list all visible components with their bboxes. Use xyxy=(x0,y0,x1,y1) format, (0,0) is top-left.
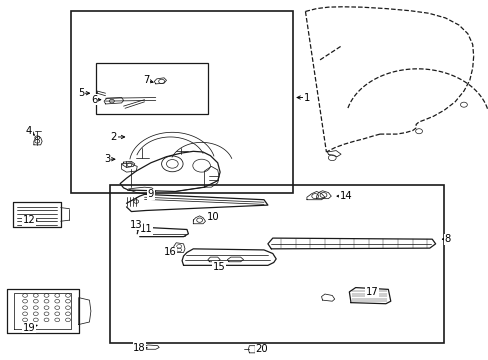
Text: 17: 17 xyxy=(365,287,378,297)
Text: 5: 5 xyxy=(78,88,84,98)
Text: 20: 20 xyxy=(255,344,267,354)
Text: 6: 6 xyxy=(91,95,98,105)
Text: 12: 12 xyxy=(22,215,35,225)
Bar xyxy=(71,12,293,193)
Text: 14: 14 xyxy=(339,191,351,201)
Text: 16: 16 xyxy=(163,247,176,257)
Text: 15: 15 xyxy=(212,262,225,272)
Text: 7: 7 xyxy=(142,75,149,85)
Bar xyxy=(110,185,444,343)
Text: 2: 2 xyxy=(110,132,117,142)
Text: 13: 13 xyxy=(130,220,142,230)
Bar xyxy=(96,63,207,114)
Text: 1: 1 xyxy=(303,93,309,103)
Text: 3: 3 xyxy=(103,154,110,164)
Text: 9: 9 xyxy=(147,189,154,199)
Text: 18: 18 xyxy=(133,343,146,353)
Text: 19: 19 xyxy=(22,323,35,333)
Text: 4: 4 xyxy=(26,126,32,135)
Text: 11: 11 xyxy=(140,225,152,234)
Text: 8: 8 xyxy=(443,234,449,244)
Text: 10: 10 xyxy=(206,212,219,221)
